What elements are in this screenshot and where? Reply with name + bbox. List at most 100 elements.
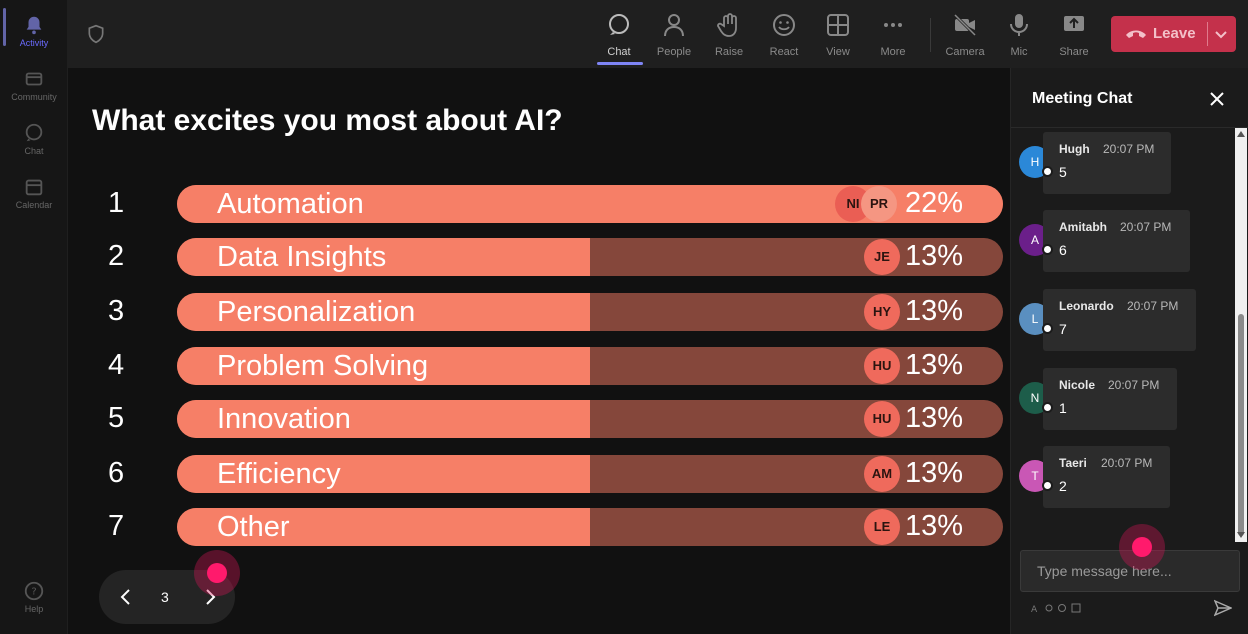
toolbar-more-button[interactable]: More — [867, 10, 919, 62]
sender-name: Nicole — [1059, 378, 1096, 392]
pointer-indicator — [194, 550, 240, 596]
message-time: 20:07 PM — [1120, 220, 1172, 234]
option-percent: 13% — [904, 295, 963, 327]
poll-option-row[interactable]: 6 Efficiency AM 13% — [68, 455, 1010, 493]
rail-item-activity[interactable]: Activity — [0, 6, 68, 56]
voter-avatar: AM — [864, 456, 900, 492]
toolbar-react-button[interactable]: React — [758, 10, 810, 62]
toolbar-label: React — [769, 46, 799, 58]
message-text: 5 — [1059, 164, 1067, 180]
active-tab-indicator — [597, 62, 643, 65]
meeting-toolbar: Chat People Raise React View More Camera… — [68, 0, 1248, 68]
toolbar-people-button[interactable]: People — [648, 10, 700, 62]
poll-option-row[interactable]: 3 Personalization HY 13% — [68, 293, 1010, 331]
option-percent: 13% — [904, 240, 963, 272]
send-icon[interactable] — [1214, 599, 1232, 617]
rail-item-calendar[interactable]: Calendar — [0, 168, 68, 218]
rail-label: Community — [11, 92, 57, 102]
chevron-right-icon[interactable] — [201, 587, 219, 607]
toolbar-camera-button[interactable]: Camera — [939, 10, 991, 62]
more-icon — [884, 23, 902, 27]
option-number: 2 — [108, 240, 125, 272]
chat-message[interactable]: N Nicole 20:07 PM 1 — [1019, 368, 1177, 432]
chat-message[interactable]: L Leonardo 20:07 PM 7 — [1019, 289, 1196, 353]
rail-label: Activity — [19, 38, 49, 48]
option-label: Data Insights — [217, 241, 387, 273]
pager: 3 — [99, 570, 235, 624]
option-bar-fill — [177, 508, 590, 546]
message-time: 20:07 PM — [1103, 142, 1155, 156]
raise-hand-icon — [717, 13, 737, 37]
option-number: 6 — [108, 457, 125, 489]
camera-off-icon — [953, 13, 977, 37]
format-icons[interactable]: A — [1031, 602, 1091, 614]
chat-header-divider — [1011, 127, 1248, 128]
option-label: Innovation — [217, 403, 351, 435]
poll-stage: What excites you most about AI? 1 Automat… — [68, 68, 1010, 634]
svg-text:A: A — [1031, 605, 1038, 614]
option-bar-fill — [177, 400, 590, 438]
leave-button[interactable]: Leave — [1111, 16, 1236, 52]
rail-item-chat[interactable]: Chat — [0, 114, 68, 164]
poll-option-row[interactable]: 2 Data Insights JE 13% — [68, 238, 1010, 276]
scroll-up-arrow[interactable] — [1237, 131, 1245, 137]
toolbar-chat-button[interactable]: Chat — [593, 10, 645, 62]
toolbar-share-button[interactable]: Share — [1048, 10, 1100, 62]
message-bubble: Leonardo 20:07 PM 7 — [1043, 289, 1196, 351]
voter-avatar: LE — [864, 509, 900, 545]
presence-status-dot — [1042, 244, 1053, 255]
toolbar-label: Mic — [1010, 46, 1028, 58]
sender-name: Hugh — [1059, 142, 1090, 156]
poll-option-row[interactable]: 7 Other LE 13% — [68, 508, 1010, 546]
poll-option-row[interactable]: 5 Innovation HU 13% — [68, 400, 1010, 438]
toolbar-label: People — [656, 46, 692, 58]
help-icon: ? — [24, 581, 44, 601]
chat-message-input[interactable] — [1020, 550, 1240, 592]
toolbar-view-button[interactable]: View — [812, 10, 864, 62]
sender-name: Leonardo — [1059, 299, 1114, 313]
react-icon — [773, 14, 795, 36]
rail-item-community[interactable]: Community — [0, 60, 68, 110]
page-number: 3 — [161, 589, 169, 605]
message-time: 20:07 PM — [1108, 378, 1160, 392]
message-bubble: Nicole 20:07 PM 1 — [1043, 368, 1177, 430]
voter-avatar: HY — [864, 294, 900, 330]
option-label: Efficiency — [217, 458, 341, 490]
presence-status-dot — [1042, 323, 1053, 334]
chat-message[interactable]: A Amitabh 20:07 PM 6 — [1019, 210, 1190, 274]
chat-scrollbar[interactable] — [1235, 128, 1247, 542]
chat-message[interactable]: H Hugh 20:07 PM 5 — [1019, 132, 1171, 196]
scroll-down-arrow[interactable] — [1237, 532, 1245, 538]
toolbar-raise-button[interactable]: Raise — [703, 10, 755, 62]
option-bar-track: Other LE 13% — [177, 508, 1003, 546]
option-label: Problem Solving — [217, 350, 429, 382]
option-number: 3 — [108, 295, 125, 327]
chevron-down-icon[interactable] — [1213, 26, 1229, 42]
poll-option-row[interactable]: 1 Automation NI PR 22% — [68, 185, 1010, 223]
option-number: 1 — [108, 187, 125, 219]
shield-icon[interactable] — [86, 24, 106, 44]
rail-item-help[interactable]: ? Help — [0, 572, 68, 622]
toolbar-label: Camera — [945, 46, 985, 58]
chevron-left-icon[interactable] — [117, 587, 135, 607]
voter-avatar: PR — [861, 186, 897, 222]
chat-message[interactable]: T Taeri 20:07 PM 2 — [1019, 446, 1170, 510]
rail-label: Help — [24, 604, 44, 614]
option-bar-fill — [177, 293, 590, 331]
message-time: 20:07 PM — [1127, 299, 1179, 313]
rail-label: Chat — [24, 146, 44, 156]
sender-name: Amitabh — [1059, 220, 1107, 234]
option-bar-fill — [177, 455, 590, 493]
poll-option-row[interactable]: 4 Problem Solving HU 13% — [68, 347, 1010, 385]
toolbar-mic-button[interactable]: Mic — [993, 10, 1045, 62]
scroll-thumb[interactable] — [1238, 314, 1244, 536]
toolbar-label: More — [880, 46, 906, 58]
mic-icon — [1010, 14, 1028, 36]
option-bar-fill — [177, 347, 590, 385]
option-label: Other — [217, 511, 290, 543]
option-bar-track: Efficiency AM 13% — [177, 455, 1003, 493]
toolbar-label: Chat — [607, 46, 631, 58]
close-icon[interactable] — [1208, 90, 1226, 108]
toolbar-label: Raise — [714, 46, 744, 58]
leave-divider — [1207, 22, 1208, 46]
